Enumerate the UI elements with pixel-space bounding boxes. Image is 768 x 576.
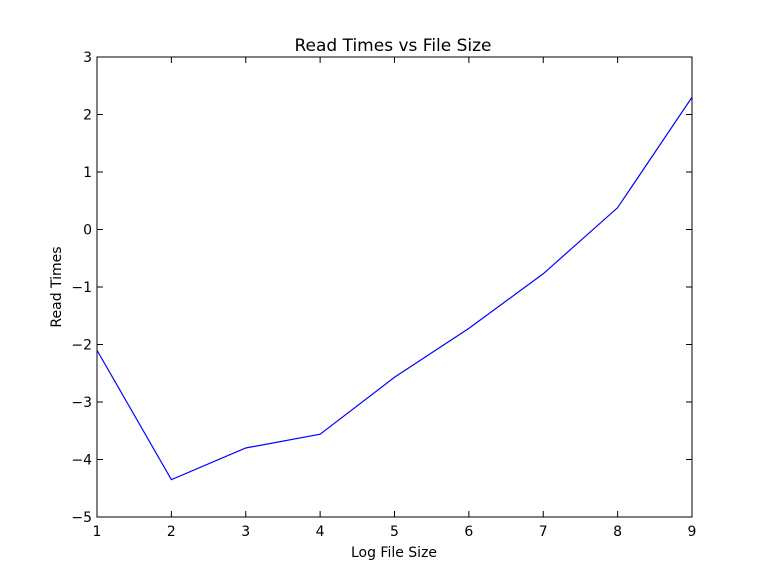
- x-tick-label: 7: [539, 524, 548, 540]
- plot-frame: [96, 56, 693, 518]
- x-tick-label: 8: [613, 524, 622, 540]
- y-tick-label: 3: [83, 50, 92, 66]
- chart-title: Read Times vs File Size: [294, 36, 491, 56]
- y-tick-label: −3: [71, 395, 92, 411]
- x-tick-label: 5: [390, 524, 399, 540]
- y-tick-label: −2: [71, 338, 92, 354]
- x-tick-label: 4: [316, 524, 325, 540]
- data-layer: [96, 96, 693, 481]
- y-tick-label: 2: [83, 108, 92, 124]
- y-axis-label: Read Times: [49, 246, 65, 327]
- y-tick-label: 0: [83, 223, 92, 239]
- x-tick-label: 9: [688, 524, 697, 540]
- y-tick-label: 1: [83, 165, 92, 181]
- x-tick-label: 6: [464, 524, 473, 540]
- x-tick-label: 3: [241, 524, 250, 540]
- y-tick-label: −4: [71, 453, 92, 469]
- series-line: [96, 96, 693, 481]
- x-axis-label: Log File Size: [351, 545, 437, 561]
- y-tick-label: −5: [71, 510, 92, 526]
- y-tick-label: −1: [71, 280, 92, 296]
- x-tick-label: 1: [93, 524, 102, 540]
- ticks-layer: 1 2 3 4 5 6 7 8 9 −5 −4 −3 −2 −1 0 1 2 3: [71, 50, 696, 540]
- x-tick-label: 2: [167, 524, 176, 540]
